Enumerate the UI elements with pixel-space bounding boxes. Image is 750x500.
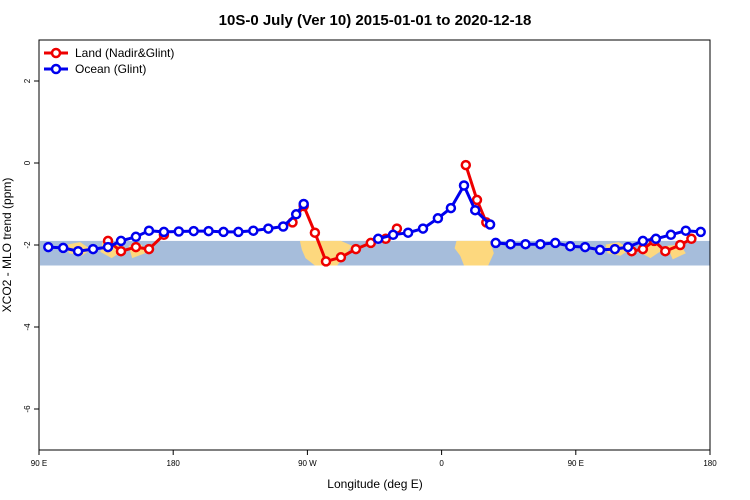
data-point — [87, 243, 99, 255]
data-point — [350, 243, 362, 255]
data-point — [609, 243, 621, 255]
x-tick-label: 0 — [439, 459, 444, 468]
data-point — [320, 256, 332, 267]
x-axis-label: Longitude (deg E) — [327, 477, 422, 491]
data-point — [686, 233, 697, 245]
y-tick-label: -4 — [23, 323, 32, 331]
data-point — [674, 239, 686, 251]
data-point — [637, 243, 649, 255]
y-tick-label: -2 — [23, 241, 32, 249]
data-point — [115, 235, 127, 247]
legend: Land (Nadir&Glint) Ocean (Glint) — [44, 46, 174, 76]
data-point — [387, 229, 399, 241]
legend-label-ocean: Ocean (Glint) — [75, 62, 146, 76]
data-point — [505, 238, 516, 250]
data-point — [158, 226, 170, 238]
x-tick-label: 90 E — [31, 459, 47, 468]
data-point — [365, 237, 377, 249]
data-point — [471, 194, 483, 206]
data-point — [130, 241, 142, 253]
data-point — [372, 233, 384, 245]
data-point — [263, 223, 274, 234]
data-point — [57, 242, 69, 254]
data-point — [218, 226, 229, 238]
data-point — [469, 204, 481, 216]
series-layer — [43, 159, 706, 267]
data-point — [203, 225, 214, 237]
data-point — [520, 238, 531, 250]
data-point — [72, 245, 84, 257]
data-point — [290, 209, 302, 220]
data-point — [680, 225, 692, 236]
x-tick-label: 180 — [703, 459, 717, 468]
data-point — [173, 226, 185, 237]
data-point — [550, 237, 561, 249]
x-tick-label: 90 E — [568, 459, 584, 468]
data-point — [460, 159, 472, 171]
data-point — [143, 225, 155, 236]
data-point — [277, 221, 289, 232]
data-point — [417, 223, 429, 234]
data-point — [622, 241, 634, 253]
data-point — [102, 241, 114, 253]
data-point — [309, 227, 321, 238]
series-ocean — [43, 180, 706, 257]
data-point — [233, 226, 244, 238]
data-point — [695, 226, 706, 238]
data-point — [188, 225, 199, 237]
x-tick-label: 90 W — [298, 459, 317, 468]
data-point — [432, 213, 444, 224]
data-point — [484, 219, 496, 230]
data-point — [298, 198, 309, 210]
data-point — [445, 202, 457, 214]
x-axis: 90 E 180 90 W 0 90 E 180 — [31, 450, 717, 468]
data-point — [665, 229, 677, 241]
y-tick-label: 2 — [23, 78, 32, 83]
chart-title: 10S-0 July (Ver 10) 2015-01-01 to 2020-1… — [219, 12, 532, 29]
legend-marker-land — [50, 47, 62, 59]
y-axis-label: XCO2 - MLO trend (ppm) — [0, 178, 14, 313]
data-point — [335, 252, 347, 263]
data-point — [248, 225, 259, 236]
x-tick-label: 180 — [167, 459, 181, 468]
data-point — [579, 241, 591, 253]
y-tick-label: 0 — [23, 160, 32, 165]
data-point — [402, 227, 414, 238]
data-point — [637, 235, 649, 247]
map-land-africa — [454, 240, 494, 266]
data-point — [115, 245, 127, 257]
data-point — [535, 238, 546, 250]
data-point — [458, 180, 470, 191]
legend-label-land: Land (Nadir&Glint) — [75, 46, 174, 60]
data-point — [564, 240, 576, 252]
data-point — [594, 244, 606, 256]
y-axis: 2 0 -2 -4 -6 — [23, 78, 39, 413]
legend-marker-ocean — [50, 63, 62, 75]
data-point — [143, 243, 155, 255]
data-point — [650, 233, 662, 245]
data-point — [43, 241, 54, 253]
data-point — [130, 231, 142, 243]
data-point — [660, 245, 671, 257]
data-point — [490, 237, 501, 249]
y-tick-label: -6 — [23, 405, 32, 413]
